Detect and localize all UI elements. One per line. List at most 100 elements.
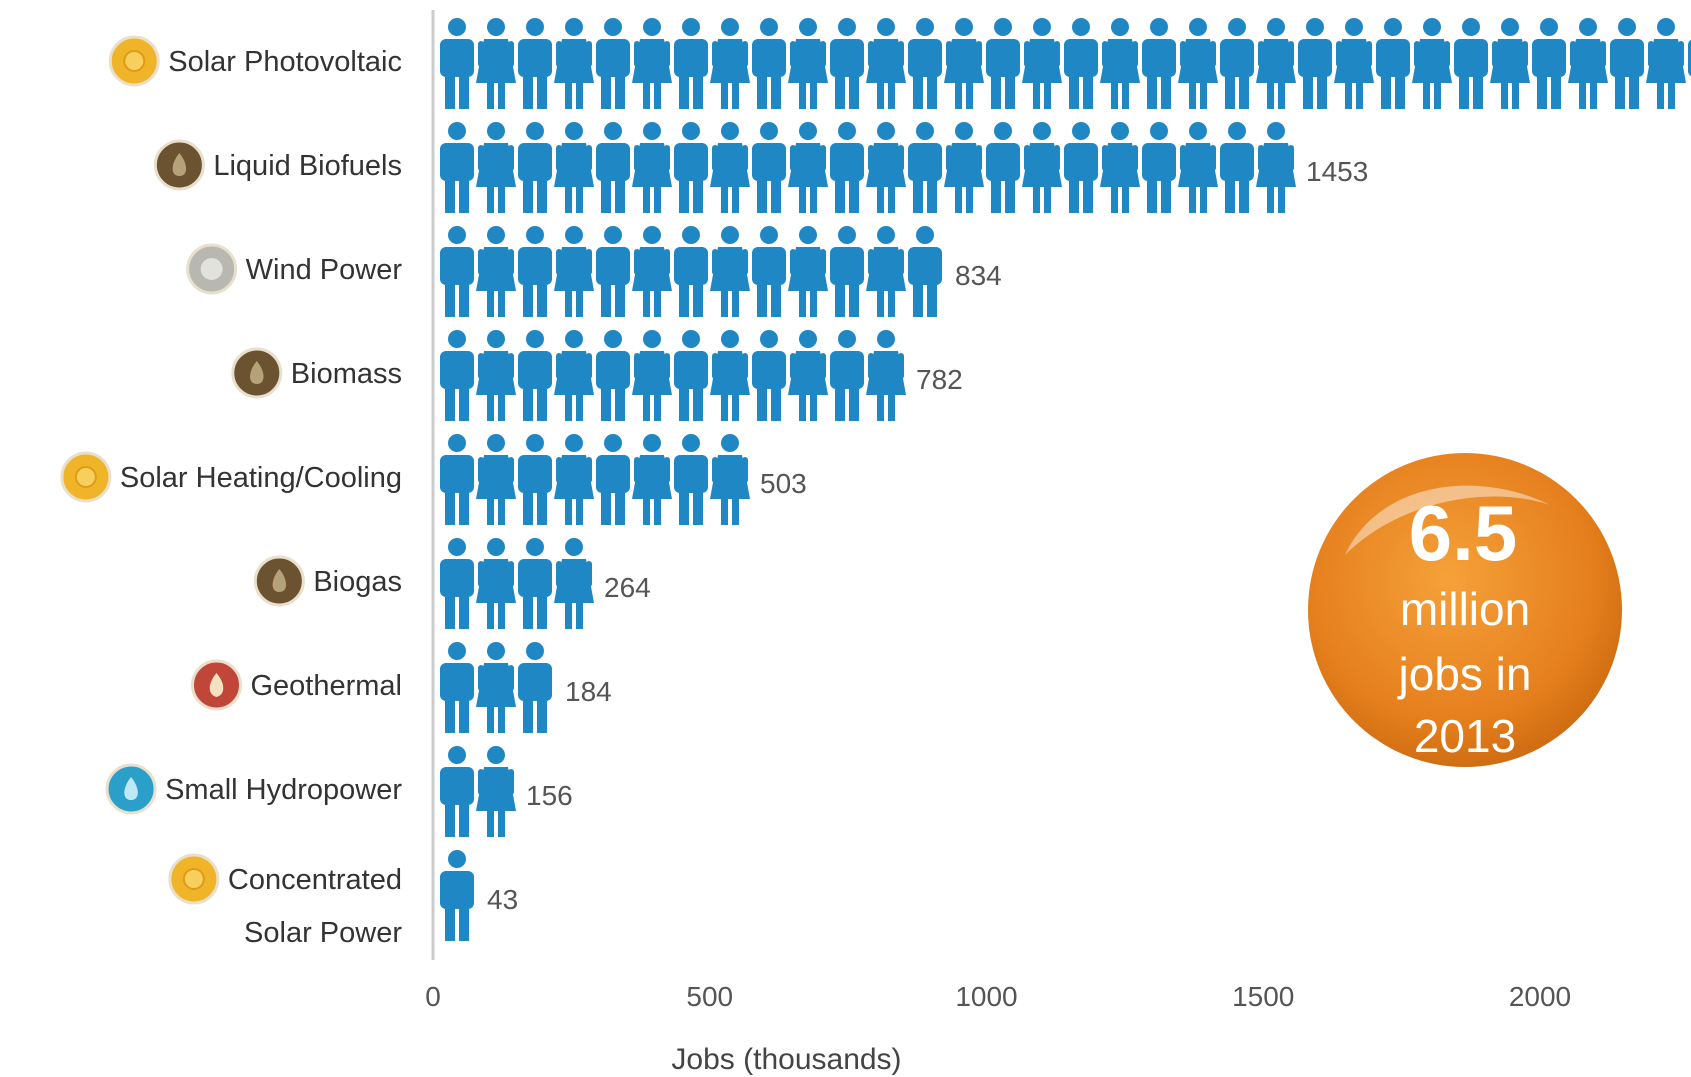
sun-icon — [108, 35, 160, 87]
person-icon — [632, 434, 672, 525]
value-label: 184 — [565, 676, 612, 707]
person-icon — [476, 330, 516, 421]
person-icon — [866, 330, 906, 421]
category-label: Liquid Biofuels — [213, 150, 402, 182]
person-icon — [1610, 18, 1644, 109]
droplet-icon — [253, 555, 305, 607]
person-icon — [554, 226, 594, 317]
x-axis-title: Jobs (thousands) — [671, 1043, 901, 1076]
badge-circle — [1308, 453, 1622, 767]
person-icon — [518, 18, 552, 109]
value-label: 834 — [955, 260, 1002, 291]
person-icon — [866, 18, 906, 109]
person-icon — [518, 434, 552, 525]
wind-icon — [186, 243, 238, 295]
badge-line-1: million — [1400, 583, 1530, 635]
person-icon — [908, 122, 942, 213]
value-label: 264 — [604, 572, 651, 603]
person-icon — [440, 850, 474, 941]
badge-line-3: 2013 — [1414, 710, 1516, 762]
person-icon — [944, 122, 984, 213]
badge-highlight — [1345, 485, 1550, 555]
person-icon — [440, 330, 474, 421]
person-icon — [788, 18, 828, 109]
person-icon — [440, 642, 474, 733]
person-icon — [1532, 18, 1566, 109]
person-icon — [674, 122, 708, 213]
person-icon — [1142, 18, 1176, 109]
person-icon — [476, 226, 516, 317]
person-icon — [710, 18, 750, 109]
person-icon — [1646, 18, 1686, 109]
person-icon — [830, 226, 864, 317]
bar-7 — [440, 642, 552, 733]
bar-6 — [440, 538, 594, 629]
person-icon — [476, 746, 516, 837]
person-icon — [554, 434, 594, 525]
person-icon — [710, 330, 750, 421]
person-icon — [908, 226, 942, 317]
person-icon — [518, 330, 552, 421]
person-icon — [866, 226, 906, 317]
person-icon — [596, 122, 630, 213]
person-icon — [1178, 122, 1218, 213]
person-icon — [440, 434, 474, 525]
person-icon — [710, 122, 750, 213]
person-icon — [476, 538, 516, 629]
person-icon — [596, 18, 630, 109]
person-icon — [1064, 18, 1098, 109]
category-label: Solar Power — [244, 917, 402, 949]
person-icon — [1412, 18, 1452, 109]
category-label: Small Hydropower — [165, 774, 402, 806]
person-icon — [788, 330, 828, 421]
person-icon — [986, 18, 1020, 109]
value-label: 43 — [487, 884, 518, 915]
person-icon — [440, 122, 474, 213]
bar-8 — [440, 746, 516, 837]
bar-2 — [440, 122, 1296, 213]
person-icon — [830, 122, 864, 213]
person-icon — [440, 18, 474, 109]
person-icon — [1454, 18, 1488, 109]
person-icon — [1334, 18, 1374, 109]
value-label: 156 — [526, 780, 573, 811]
person-icon — [1100, 18, 1140, 109]
x-tick-label: 1000 — [955, 981, 1017, 1012]
person-icon — [476, 434, 516, 525]
summary-badge: 6.5 million jobs in 2013 — [1308, 453, 1622, 767]
category-label: Solar Heating/Cooling — [120, 462, 402, 494]
person-icon — [632, 226, 672, 317]
person-icon — [1490, 18, 1530, 109]
person-icon — [440, 746, 474, 837]
person-icon — [830, 18, 864, 109]
person-icon — [632, 330, 672, 421]
person-icon — [554, 538, 594, 629]
person-icon — [830, 330, 864, 421]
person-icon — [554, 18, 594, 109]
person-icon — [596, 434, 630, 525]
person-icon — [476, 18, 516, 109]
person-icon — [1100, 122, 1140, 213]
category-label: Wind Power — [246, 254, 403, 286]
person-icon — [1220, 18, 1254, 109]
person-icon — [1220, 122, 1254, 213]
person-icon — [518, 122, 552, 213]
person-icon — [440, 226, 474, 317]
person-icon — [674, 226, 708, 317]
category-label: Concentrated — [228, 864, 402, 896]
person-icon — [752, 330, 786, 421]
axis-layer: 0 500 1000 1500 2000 Jobs (thousands) — [425, 10, 1571, 1076]
person-icon — [1298, 18, 1332, 109]
bar-3 — [440, 226, 942, 317]
person-icon — [752, 226, 786, 317]
person-icon — [1568, 18, 1608, 109]
person-icon — [518, 538, 552, 629]
category-label: Biogas — [313, 566, 402, 598]
bar-9 — [440, 850, 474, 941]
person-icon — [710, 226, 750, 317]
person-icon — [674, 18, 708, 109]
value-label: 503 — [760, 468, 807, 499]
person-icon — [1022, 18, 1062, 109]
sun-icon — [168, 853, 220, 905]
